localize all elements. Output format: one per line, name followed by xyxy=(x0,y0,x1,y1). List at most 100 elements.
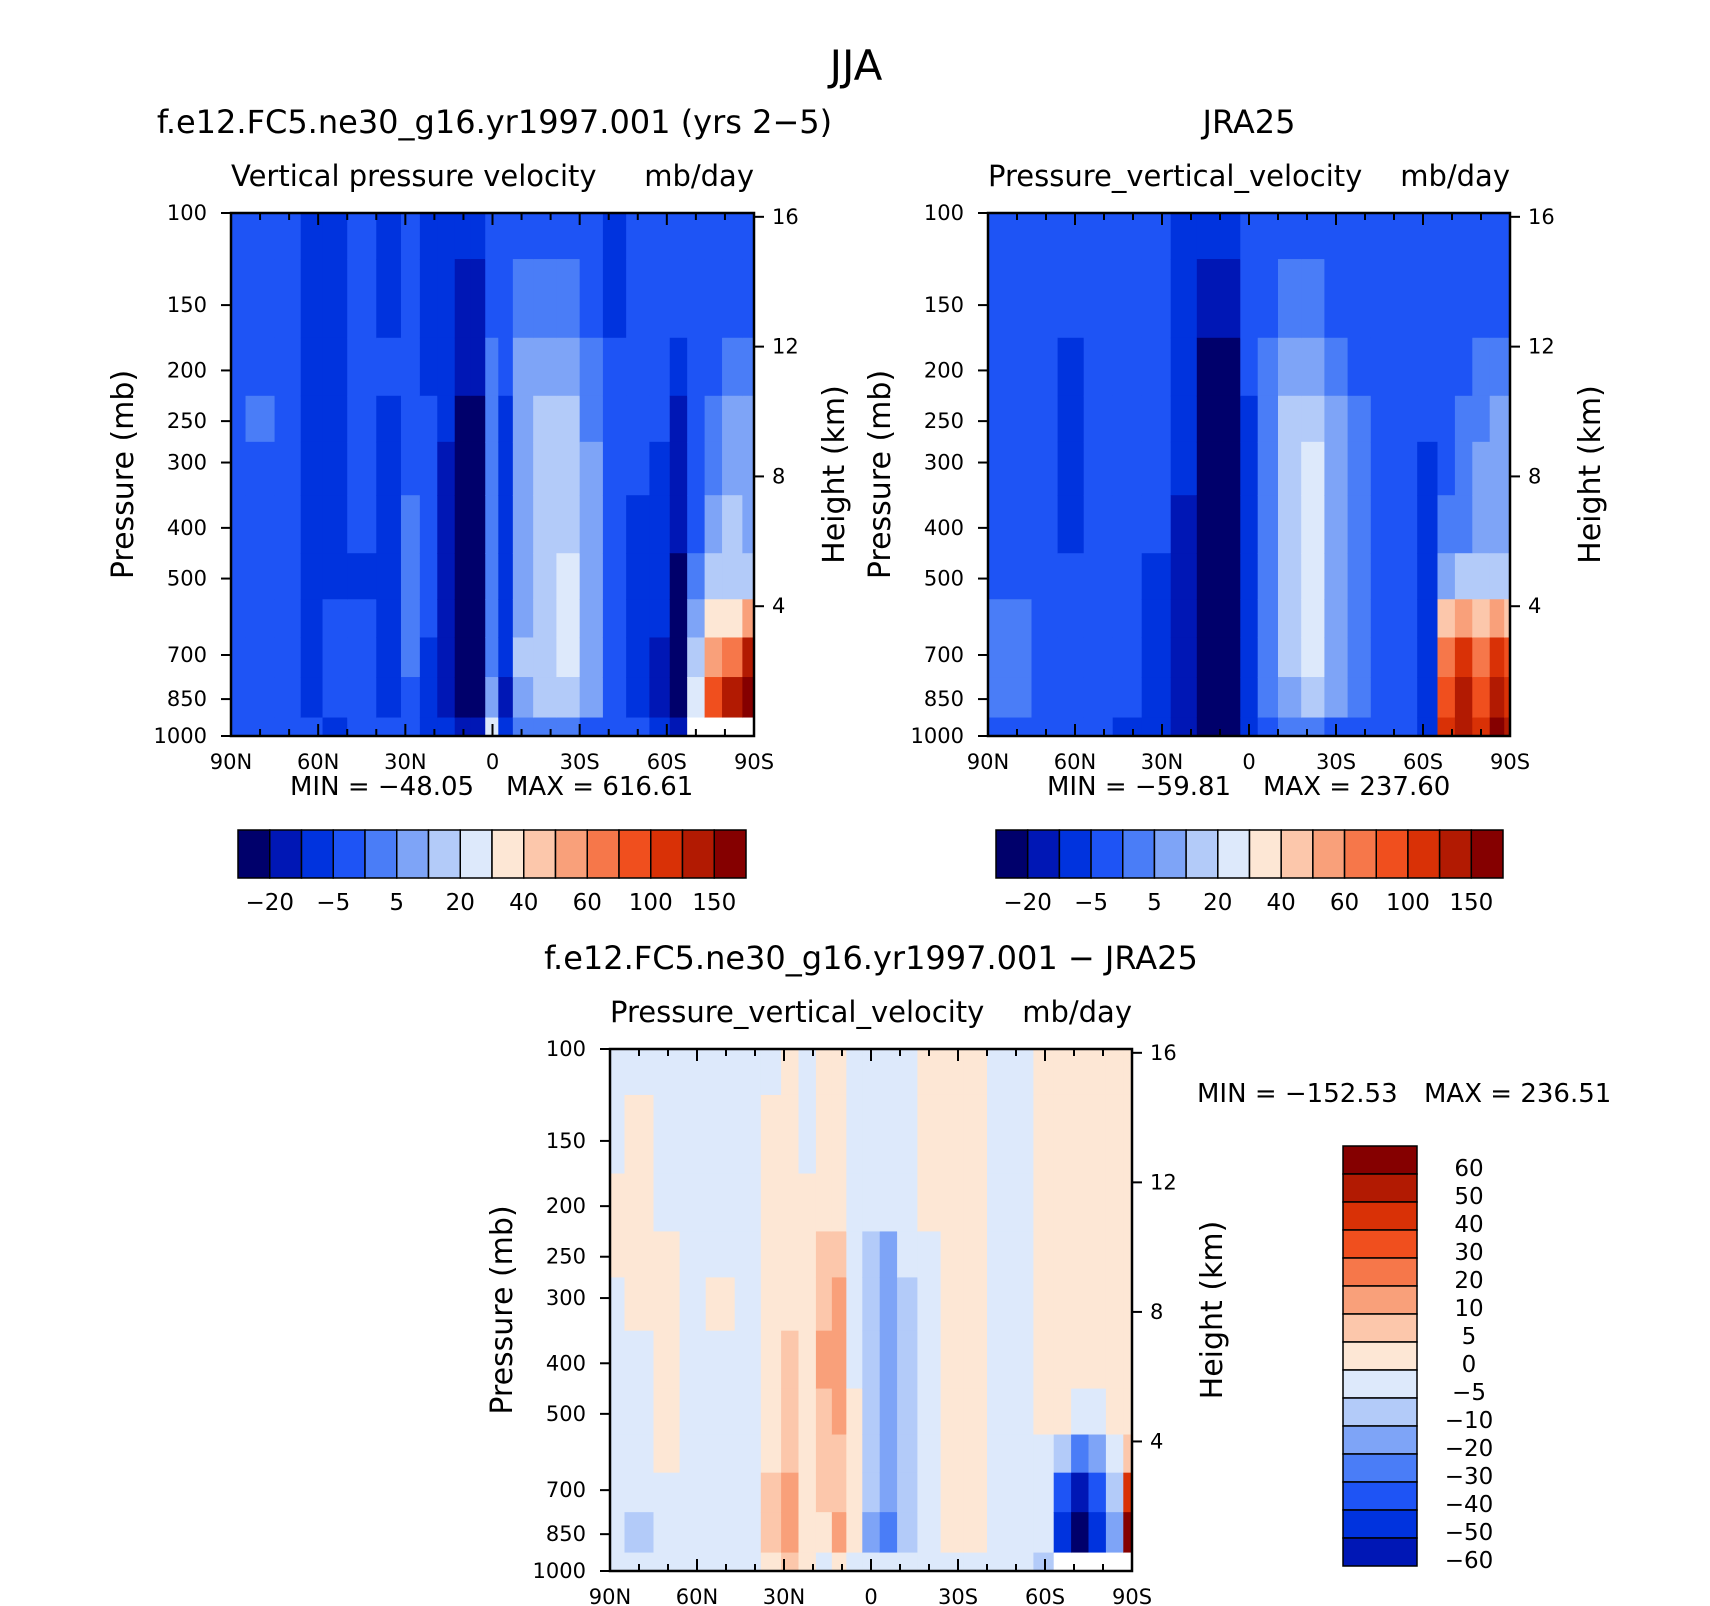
heatmap-cell xyxy=(274,717,302,737)
heatmap-cell xyxy=(1010,1049,1034,1096)
heatmap-cell xyxy=(579,213,604,260)
heatmap-cell xyxy=(1031,599,1059,639)
y-tick-label: 150 xyxy=(167,293,207,317)
heatmap-cell xyxy=(1437,599,1456,639)
heatmap-cell xyxy=(231,259,247,339)
x-tick-label: 60S xyxy=(1403,750,1443,774)
heatmap-cell xyxy=(1088,1330,1107,1390)
heatmap-cell xyxy=(419,495,438,554)
heatmap-cell xyxy=(1220,441,1241,496)
heatmap-cell xyxy=(610,1173,626,1233)
heatmap-cell xyxy=(1170,213,1198,260)
heatmap-cell xyxy=(963,1434,988,1474)
heatmap-cell xyxy=(649,213,671,260)
heatmap-cell xyxy=(1002,441,1033,496)
heatmap-cell xyxy=(1112,637,1143,678)
heatmap-cell xyxy=(940,1094,965,1175)
y-tick-label: 200 xyxy=(546,1194,586,1218)
heatmap-cell xyxy=(781,1094,800,1175)
heatmap-cell xyxy=(1370,717,1395,737)
y2-tick-label: 8 xyxy=(1150,1300,1163,1324)
heatmap-cell xyxy=(274,259,302,339)
heatmap-cell xyxy=(649,677,671,719)
heatmap-cell xyxy=(1031,395,1059,443)
heatmap-cell xyxy=(722,637,743,678)
min-label: MIN = −59.81 xyxy=(1047,772,1231,802)
heatmap-cell xyxy=(245,553,276,600)
heatmap-cell xyxy=(742,495,755,554)
heatmap-cell xyxy=(649,553,671,600)
heatmap-cell xyxy=(940,1512,965,1554)
heatmap-cell xyxy=(1083,441,1114,496)
y-tick-label: 150 xyxy=(924,293,964,317)
heatmap-cell xyxy=(626,717,650,737)
heatmap-cell xyxy=(1240,213,1259,260)
heatmap-cell xyxy=(940,1388,965,1436)
heatmap-cell xyxy=(831,1277,847,1332)
heatmap-cell xyxy=(1088,1094,1107,1175)
heatmap-cell xyxy=(760,1472,782,1513)
heatmap-cell xyxy=(1071,1388,1090,1436)
heatmap-cell xyxy=(722,441,743,496)
x-axis: 90N 60N 30N 0 30S 60S 90S xyxy=(589,1049,1152,1606)
heatmap-cell xyxy=(1141,495,1172,554)
heatmap-cell xyxy=(704,677,723,719)
heatmap-cell xyxy=(347,337,377,397)
heatmap-cell xyxy=(862,1388,881,1436)
heatmap-cell xyxy=(1105,1388,1124,1436)
heatmap-cell xyxy=(1370,599,1395,639)
heatmap-cell xyxy=(1454,717,1473,737)
heatmap-cell xyxy=(1112,441,1143,496)
heatmap-cell xyxy=(1057,717,1085,737)
heatmap-cell xyxy=(917,1512,942,1554)
heatmap-cell xyxy=(485,553,499,600)
heatmap-cell xyxy=(897,1434,918,1474)
heatmap-cell xyxy=(1489,677,1505,719)
heatmap-cell xyxy=(798,1094,817,1175)
heatmap-cell xyxy=(1071,1231,1090,1278)
y2-tick-label: 12 xyxy=(1528,335,1555,359)
y-tick-label: 200 xyxy=(167,358,207,382)
heatmap-cell xyxy=(485,677,499,719)
heatmap-cell xyxy=(1220,395,1241,443)
colorbar-label: 40 xyxy=(509,890,538,916)
heatmap-cell xyxy=(815,1472,833,1513)
colorbar-box xyxy=(1342,1369,1418,1399)
heatmap-cell xyxy=(705,1472,736,1513)
heatmap-cell xyxy=(1324,337,1349,397)
x-tick-label: 90S xyxy=(734,750,774,774)
heatmap-cell xyxy=(831,1330,847,1390)
heatmap-cell xyxy=(1417,717,1439,737)
heatmap-cell xyxy=(760,1330,782,1390)
heatmap-cell xyxy=(533,677,558,719)
heatmap-cell xyxy=(624,1388,655,1436)
heatmap-cell xyxy=(917,1094,942,1175)
heatmap-cell xyxy=(1105,1231,1124,1278)
x-tick-label: 60S xyxy=(647,750,687,774)
heatmap-cell xyxy=(1141,395,1172,443)
heatmap-cell xyxy=(624,1512,655,1554)
heatmap-cell xyxy=(498,441,514,496)
heatmap-cell xyxy=(679,1049,707,1096)
heatmap-cell xyxy=(734,1512,762,1554)
heatmap-cell xyxy=(897,1388,918,1436)
heatmap-cell xyxy=(1489,495,1505,554)
y2-tick-label: 4 xyxy=(772,594,785,618)
heatmap-cell xyxy=(781,1231,800,1278)
heatmap-cell xyxy=(760,1231,782,1278)
heatmap-cell xyxy=(1196,599,1221,639)
colorbar: −20 −5 5 20 40 60 100 150 xyxy=(237,829,747,916)
heatmap-cell xyxy=(815,1512,833,1554)
heatmap-cell xyxy=(1504,337,1511,397)
heatmap-cell xyxy=(376,637,402,678)
y2-tick-label: 4 xyxy=(1150,1429,1163,1453)
heatmap-cell xyxy=(400,599,421,639)
colorbar-box xyxy=(1342,1341,1418,1371)
colorbar-label: 5 xyxy=(389,890,404,916)
heatmap-cell xyxy=(579,259,604,339)
heatmap-cell xyxy=(897,1330,918,1390)
heatmap-cell xyxy=(831,1472,847,1513)
heatmap-cell xyxy=(437,495,456,554)
heatmap-cell xyxy=(815,1173,833,1233)
heatmap-cell xyxy=(1370,395,1395,443)
